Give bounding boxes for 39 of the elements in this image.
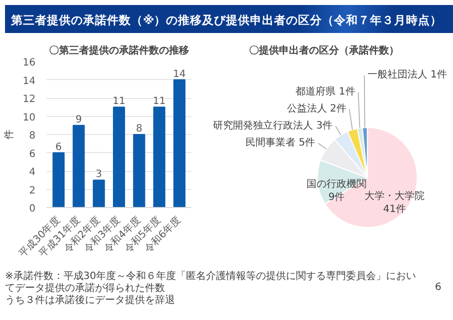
bar [92, 180, 105, 208]
data-label: 11 [152, 96, 166, 108]
data-label: 14 [173, 68, 186, 80]
bar [112, 106, 126, 208]
slice-label: 大学・大学院 [364, 190, 424, 202]
y-tick-label: 0 [29, 204, 36, 214]
chart-title: 〇第三者提供の承諾件数の推移 [49, 44, 189, 56]
chart-title: 〇提供申出者の区分（承諾件数） [249, 44, 399, 56]
y-tick-label: 10 [22, 112, 36, 124]
bar [133, 134, 146, 208]
slice-label: 公益法人 2件 [286, 102, 346, 115]
y-tick-label: 8 [29, 130, 36, 142]
data-label: 11 [112, 96, 126, 108]
data-label: 6 [55, 142, 62, 153]
y-tick-label: 6 [29, 148, 36, 160]
y-tick-label: 16 [22, 58, 36, 68]
text: ※承諾件数：平成30年度～令和６年度「匿名介護情報等の提供に関する専門委員会」においてデータ提供の承諾が得られた件数 [5, 271, 416, 294]
slice-label: 民間事業者 5件 [246, 136, 316, 149]
bar [173, 79, 186, 208]
slice-label: 国の行政機関 [306, 178, 367, 190]
data-label: 9 [76, 114, 82, 126]
text: 第三者提供の承諾件数（※）の推移及び提供申出者の区分（令和７年３月時点） [11, 12, 442, 28]
y-tick-label: 14 [22, 76, 36, 87]
slice-label: 都道府県 1件 [296, 86, 356, 98]
text: うち３件は承諾後にデータ提供を辞退 [5, 295, 175, 306]
bar [153, 106, 166, 208]
data-label: 9件 [328, 192, 345, 204]
y-tick-label: 4 [29, 167, 36, 178]
data-label: 3 [96, 169, 102, 180]
bar [52, 152, 65, 208]
slice-label: 一般社団法人 1件 [367, 68, 447, 81]
text: 6 [435, 281, 442, 295]
bar [72, 124, 85, 208]
slice-label: 研究開発独立行政法人 3件 [213, 120, 333, 132]
y-tick-label: 2 [29, 185, 36, 196]
data-label: 41件 [383, 204, 406, 216]
y-axis-title: 件 [4, 130, 15, 140]
y-tick-label: 12 [22, 94, 36, 105]
data-label: 8 [136, 124, 142, 134]
